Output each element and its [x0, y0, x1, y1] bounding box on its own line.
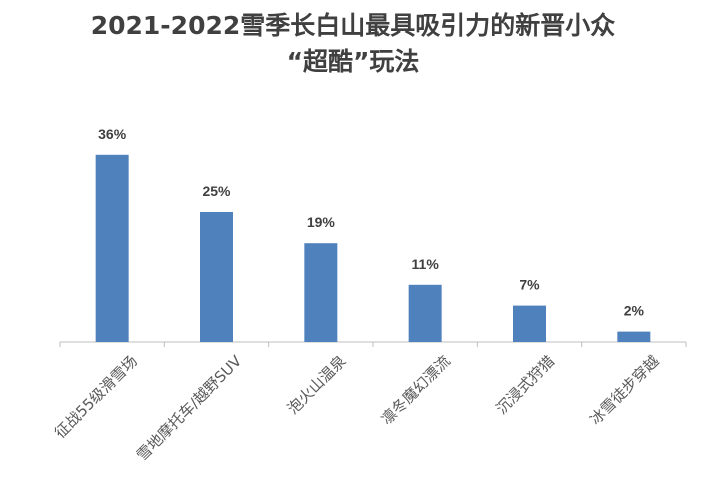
bar-2	[200, 212, 233, 342]
category-label-4: 凛冬魔幻漂流	[378, 352, 454, 428]
chart-title-line-1: 2021-2022雪季长白山最具吸引力的新晋小众	[90, 11, 616, 40]
category-label-2: 雪地摩托车/越野SUV	[133, 352, 246, 465]
bar-3	[304, 243, 338, 342]
data-label-5: 7%	[519, 277, 540, 293]
bar-1	[95, 154, 129, 342]
chart-title: 2021-2022雪季长白山最具吸引力的新晋小众 “超酷”玩法	[0, 8, 706, 80]
category-label-6: 冰雪徒步穿越	[586, 352, 662, 428]
data-label-6: 2%	[624, 303, 645, 319]
bar-6	[617, 331, 651, 342]
data-label-1: 36%	[98, 126, 127, 142]
category-label-3: 泡火山温泉	[284, 352, 350, 418]
chart-title-line-2: “超酷”玩法	[286, 47, 420, 76]
bar-5	[513, 305, 546, 342]
category-label-1: 征战55级滑雪场	[51, 352, 141, 442]
data-label-3: 19%	[307, 214, 336, 230]
bar-4	[408, 284, 442, 342]
category-label-5: 沉浸式狩猎	[492, 352, 558, 418]
data-label-2: 25%	[202, 183, 231, 199]
data-label-4: 11%	[412, 256, 440, 272]
